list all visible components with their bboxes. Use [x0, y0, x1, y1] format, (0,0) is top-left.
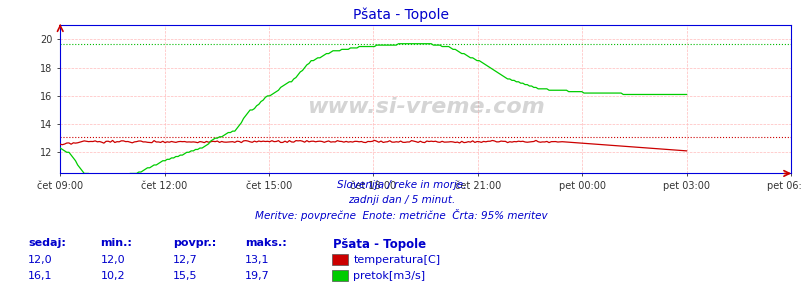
Text: maks.:: maks.: [245, 238, 286, 248]
Text: 12,7: 12,7 [172, 255, 197, 265]
Text: min.:: min.: [100, 238, 132, 248]
Text: 10,2: 10,2 [100, 271, 125, 281]
Text: Slovenija / reke in morje.: Slovenija / reke in morje. [336, 180, 466, 190]
Text: 15,5: 15,5 [172, 271, 197, 281]
Text: 19,7: 19,7 [245, 271, 269, 281]
Text: 16,1: 16,1 [28, 271, 53, 281]
Text: temperatura[C]: temperatura[C] [353, 255, 439, 265]
Text: Meritve: povprečne  Enote: metrične  Črta: 95% meritev: Meritve: povprečne Enote: metrične Črta:… [255, 209, 547, 221]
Text: sedaj:: sedaj: [28, 238, 66, 248]
Text: 12,0: 12,0 [100, 255, 125, 265]
Text: 13,1: 13,1 [245, 255, 269, 265]
Text: 12,0: 12,0 [28, 255, 53, 265]
Text: Pšata - Topole: Pšata - Topole [353, 7, 449, 21]
Text: Pšata - Topole: Pšata - Topole [333, 238, 426, 251]
Text: www.si-vreme.com: www.si-vreme.com [306, 97, 544, 117]
Text: zadnji dan / 5 minut.: zadnji dan / 5 minut. [347, 195, 455, 205]
Text: povpr.:: povpr.: [172, 238, 216, 248]
Text: pretok[m3/s]: pretok[m3/s] [353, 271, 425, 281]
